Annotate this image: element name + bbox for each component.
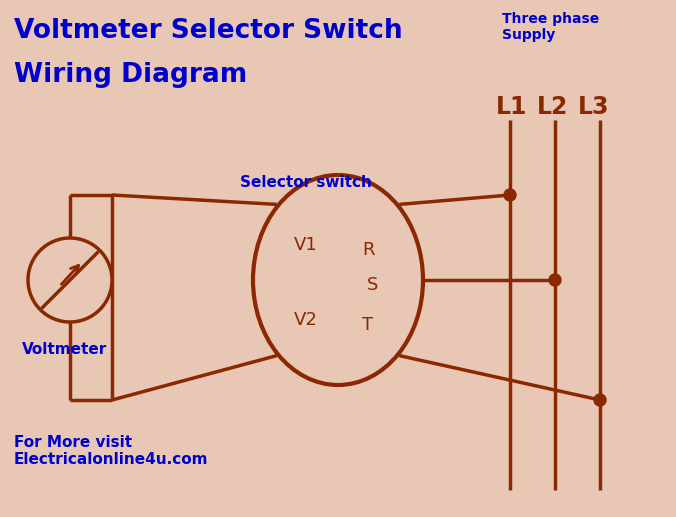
Text: For More visit
Electricalonline4u.com: For More visit Electricalonline4u.com — [14, 435, 208, 467]
Text: Three phase
Supply: Three phase Supply — [502, 12, 599, 42]
Circle shape — [594, 394, 606, 406]
Text: Voltmeter Selector Switch: Voltmeter Selector Switch — [14, 18, 403, 44]
Text: L3: L3 — [578, 95, 610, 119]
Text: L1: L1 — [496, 95, 527, 119]
Text: V1: V1 — [294, 236, 318, 254]
Text: Selector switch: Selector switch — [240, 175, 372, 190]
Text: R: R — [362, 241, 375, 259]
Ellipse shape — [253, 175, 423, 385]
Text: S: S — [367, 276, 379, 294]
Text: L2: L2 — [537, 95, 569, 119]
Text: T: T — [362, 316, 374, 334]
Circle shape — [549, 274, 561, 286]
Text: Voltmeter: Voltmeter — [22, 342, 107, 357]
Text: Wiring Diagram: Wiring Diagram — [14, 62, 247, 88]
Circle shape — [504, 189, 516, 201]
Circle shape — [28, 238, 112, 322]
Text: V2: V2 — [294, 311, 318, 329]
